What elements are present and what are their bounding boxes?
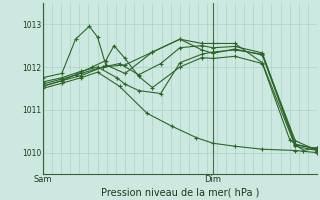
X-axis label: Pression niveau de la mer( hPa ): Pression niveau de la mer( hPa ) — [101, 187, 259, 197]
